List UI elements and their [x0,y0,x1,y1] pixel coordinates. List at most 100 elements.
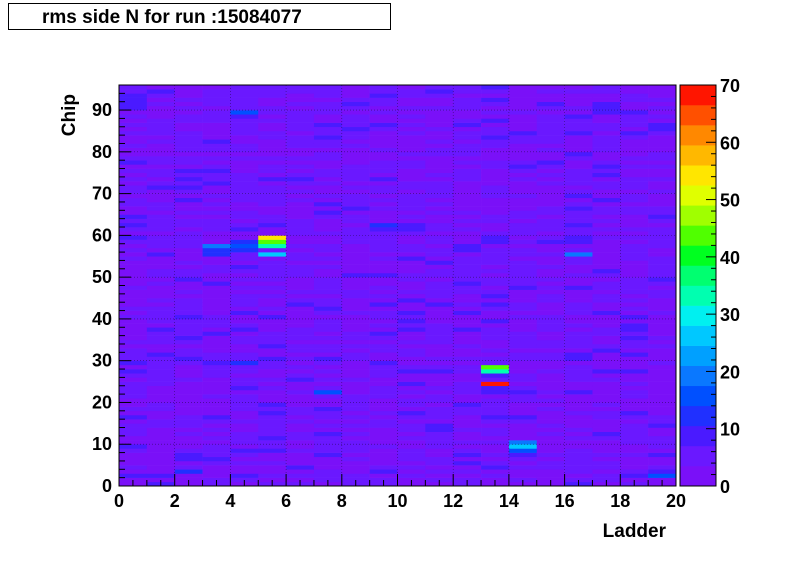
color-scale-label: 0 [720,477,730,497]
heatmap-cell [369,435,398,441]
heatmap-cell [174,185,203,190]
heatmap-cell [202,264,231,270]
heatmap-cell [313,126,343,132]
heatmap-cell [258,164,287,169]
heatmap-cell [286,105,315,111]
heatmap-cell [564,156,593,161]
heatmap-cell [202,201,231,207]
heatmap-cell [313,101,343,107]
heatmap-cell [508,85,538,90]
heatmap-cell [453,89,482,94]
heatmap-cell [564,452,593,458]
heatmap-cell [258,331,287,336]
heatmap-cell [453,122,482,128]
heatmap-cell [146,89,175,94]
heatmap-cell [230,160,259,165]
heatmap-cell [230,151,259,157]
heatmap-cell [313,402,343,407]
heatmap-cell [146,323,175,328]
heatmap-cell [592,456,621,462]
heatmap-cell [119,235,148,240]
heatmap-cell [481,331,510,336]
heatmap-cell [119,389,148,395]
heatmap-cell [508,431,538,437]
heatmap-cell [620,105,649,111]
heatmap-cell [258,285,287,290]
heatmap-cell [592,135,621,140]
heatmap-cell [341,201,370,207]
heatmap-cell [202,435,231,441]
heatmap-cell [425,306,454,311]
heatmap-cell [369,189,398,194]
heatmap-cell [258,151,287,157]
heatmap-cell [286,189,315,194]
heatmap-cell [369,465,398,470]
heatmap-cell [564,331,593,336]
heatmap-cell [592,235,621,240]
heatmap-cell [481,97,510,103]
heatmap-cell [258,310,287,316]
heatmap-cell [453,381,482,387]
heatmap-cell [620,285,649,290]
heatmap-cell [369,410,398,416]
heatmap-cell [453,448,482,453]
heatmap-cell [174,318,203,324]
heatmap-cell [174,323,203,328]
heatmap-cell [481,227,510,232]
heatmap-cell [481,260,510,265]
heatmap-cell [341,114,370,119]
heatmap-cell [174,147,203,153]
heatmap-cell [620,444,649,449]
heatmap-cell [564,210,593,215]
heatmap-cell [425,343,454,349]
heatmap-cell [341,289,370,295]
x-axis: 0 2 4 6 8 10 12 14 16 18 20 [114,474,686,511]
heatmap-cell [592,398,621,403]
heatmap-cell [564,314,593,320]
heatmap-cell [258,156,287,161]
heatmap-cell [146,302,175,307]
heatmap-cell [313,435,343,441]
heatmap-cell [341,385,370,391]
heatmap-cell [620,172,649,178]
heatmap-cell [481,306,510,311]
heatmap-cell [620,377,649,382]
heatmap-cell [286,452,315,458]
heatmap-cell [174,406,203,412]
heatmap-cell [286,293,315,299]
heatmap-cell [369,352,398,357]
heatmap-cell [397,156,426,161]
heatmap-cell [592,356,621,361]
heatmap-cell [592,93,621,98]
heatmap-cell [481,314,510,320]
heatmap-cell [230,201,259,207]
heatmap-cell [648,456,677,462]
heatmap-cell [592,298,621,303]
heatmap-cell [202,114,231,119]
heatmap-cell [481,151,510,157]
heatmap-cell [620,97,649,103]
heatmap-cell [369,147,398,153]
heatmap-cell [230,143,259,148]
heatmap-cell [202,156,231,161]
heatmap-cell [258,423,287,428]
heatmap-cell [592,314,621,320]
heatmap-cell [620,218,649,224]
heatmap-cell [397,377,426,382]
heatmap-cell [508,335,538,341]
heatmap-cell [481,469,510,474]
heatmap-cell [481,139,510,144]
heatmap-cell [397,139,426,144]
heatmap-cell [119,444,148,449]
heatmap-cell [536,444,565,449]
heatmap-cell [508,452,538,458]
heatmap-cell [425,181,454,186]
heatmap-cell [425,389,454,395]
heatmap-cell [174,277,203,282]
heatmap-cell [620,406,649,412]
heatmap-cell [508,414,538,420]
heatmap-cell [481,89,510,94]
heatmap-cell [481,343,510,349]
heatmap-cell [313,285,343,290]
heatmap-cell [397,352,426,357]
